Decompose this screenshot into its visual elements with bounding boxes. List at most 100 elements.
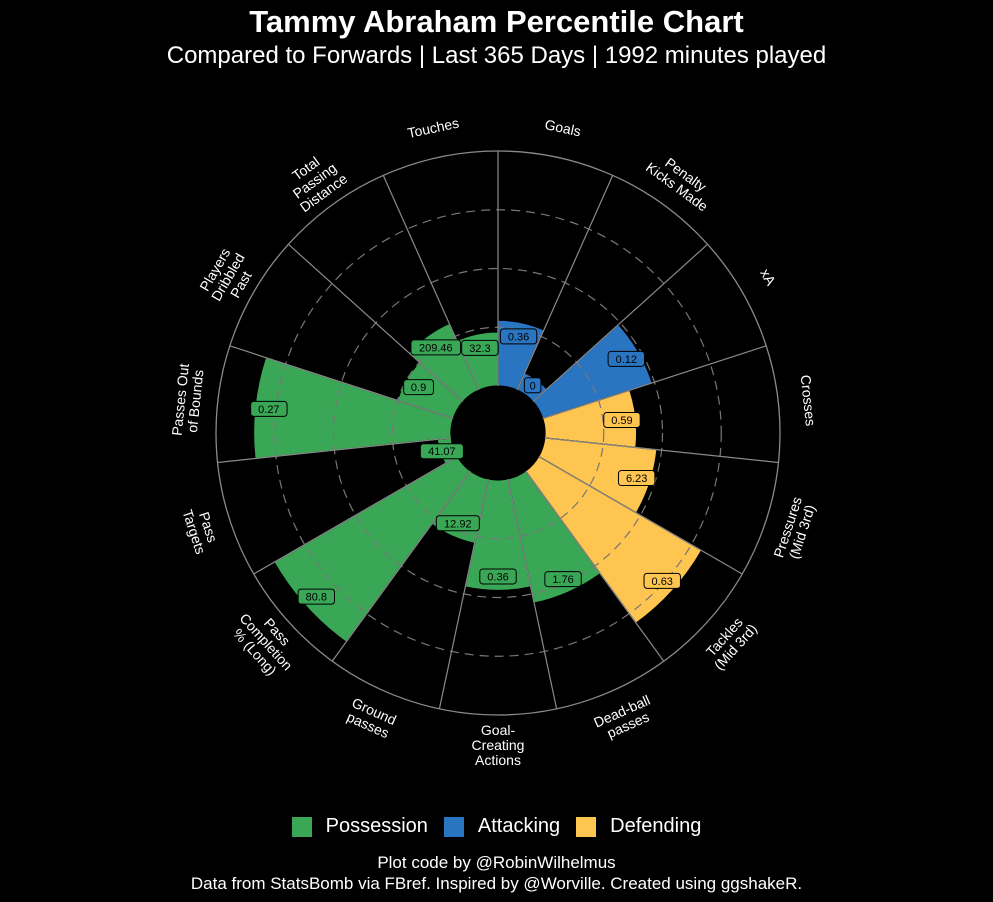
grid-spoke	[229, 345, 454, 420]
value-label: 0.36	[479, 568, 517, 585]
category-label: xA	[757, 266, 779, 289]
legend-item-possession: Possession	[291, 815, 428, 838]
value-label-text: 0.36	[508, 331, 529, 343]
value-label-text: 0.12	[616, 354, 637, 366]
category-label: TotalPassingDistance	[279, 146, 350, 215]
bar-passes-out-of-bounds	[253, 356, 455, 460]
value-label-box	[419, 443, 464, 460]
value-label: 0.36	[499, 328, 538, 345]
grid-spoke	[542, 345, 767, 420]
value-label: 1.76	[544, 571, 582, 588]
category-label: Passes Outof Bounds	[169, 363, 207, 438]
chart-title: Tammy Abraham Percentile Chart	[249, 4, 744, 39]
category-label: Dead-ballpasses	[591, 692, 658, 745]
grid-spoke	[253, 455, 458, 575]
category-labels-layer: Goals PenaltyKicks Made xA Crosses Pressures…	[169, 115, 819, 768]
category-label: PassCompletion% (Long)	[225, 600, 307, 683]
category-label: Crosses	[798, 374, 819, 427]
grid-circle-50	[332, 267, 664, 599]
category-label: Goals	[543, 116, 582, 139]
value-label-box	[403, 379, 434, 396]
grid-spoke	[538, 455, 743, 575]
category-label: Touches	[406, 115, 460, 141]
category-label: Goal-Creating Actions	[472, 722, 525, 768]
value-label-text: 41.07	[428, 446, 456, 458]
value-label-box	[617, 470, 656, 487]
value-labels-layer: 0.36 0 0.12 0.59 6.23 0.63 1.76 0.36 12.92 80.8 41…	[250, 328, 681, 605]
value-label: 80.8	[297, 588, 336, 605]
value-label: 6.23	[617, 470, 656, 487]
grid-spoke	[217, 437, 452, 464]
legend-label-possession: Possession	[325, 815, 428, 837]
category-label-line: of Bounds	[184, 369, 207, 433]
category-label: Groundpasses	[343, 694, 398, 741]
value-label-box	[607, 350, 646, 367]
value-label: 0.63	[643, 572, 681, 589]
legend-item-attacking: Attacking	[443, 815, 560, 838]
value-label-box	[479, 568, 517, 585]
category-label: Pressures(Mid 3rd)	[770, 495, 819, 565]
value-label: 209.46	[410, 339, 462, 356]
value-label-box	[643, 572, 681, 589]
value-label-box	[250, 400, 288, 417]
category-label-line: Crosses	[798, 374, 819, 427]
grid-spoke	[507, 478, 558, 709]
category-label: PassTargets	[179, 503, 223, 556]
category-label-line: Goals	[543, 116, 582, 139]
value-label: 0.9	[403, 379, 434, 396]
center-hole	[451, 386, 545, 480]
legend-swatch-attacking	[443, 816, 464, 837]
value-label-text: 0.59	[611, 415, 632, 427]
category-label-line: Actions	[475, 752, 521, 768]
value-label-box	[410, 339, 462, 356]
value-label: 0.12	[607, 350, 646, 367]
category-label-line: Goal-	[481, 722, 516, 738]
grid-layer	[215, 150, 781, 716]
value-label-box	[499, 328, 538, 345]
value-label-text: 209.46	[419, 342, 453, 354]
value-label: 0	[523, 377, 542, 394]
value-label-text: 1.76	[552, 574, 573, 586]
value-label-box	[603, 411, 641, 428]
caption-source: Data from StatsBomb via FBref. Inspired …	[190, 874, 803, 893]
grid-spoke	[288, 243, 464, 402]
category-label-line: Creating	[472, 737, 525, 753]
legend-label-defending: Defending	[610, 815, 702, 837]
value-label: 0.59	[603, 411, 641, 428]
legend-swatch-possession	[291, 816, 312, 837]
value-label-text: 0	[530, 380, 536, 392]
value-label: 32.3	[461, 339, 499, 356]
legend-item-defending: Defending	[576, 815, 701, 838]
value-label-box	[461, 339, 499, 356]
category-label-line: xA	[757, 266, 779, 289]
legend: Possession Attacking Defending	[0, 815, 993, 838]
category-label-line: Passes Out	[169, 363, 192, 437]
value-label-text: 32.3	[469, 343, 490, 355]
value-label-text: 80.8	[306, 592, 327, 604]
grid-spoke	[516, 175, 614, 391]
value-label-text: 0.9	[411, 382, 426, 394]
value-label-text: 0.36	[487, 571, 508, 583]
value-label: 41.07	[419, 443, 464, 460]
value-label-text: 6.23	[626, 473, 647, 485]
caption-credit: Plot code by @RobinWilhelmus	[377, 853, 616, 872]
grid-spoke	[532, 243, 708, 402]
category-label: PenaltyKicks Made	[643, 147, 720, 215]
value-label: 0.27	[250, 400, 288, 417]
grid-spoke	[544, 437, 779, 464]
value-label-text: 0.63	[652, 576, 673, 588]
chart-subtitle: Compared to Forwards | Last 365 Days | 1…	[166, 42, 827, 69]
value-label: 12.92	[435, 515, 480, 532]
grid-spoke	[525, 470, 665, 662]
value-label-text: 12.92	[444, 518, 472, 530]
value-label-box	[297, 588, 336, 605]
legend-swatch-defending	[576, 816, 597, 837]
category-label-line: Touches	[406, 115, 460, 141]
bar-pass-completion-long	[273, 455, 472, 643]
value-label-box	[544, 571, 582, 588]
grid-spoke	[438, 478, 489, 709]
value-label-box	[435, 515, 480, 532]
value-label-box	[523, 377, 542, 394]
grid-spoke	[331, 470, 471, 662]
